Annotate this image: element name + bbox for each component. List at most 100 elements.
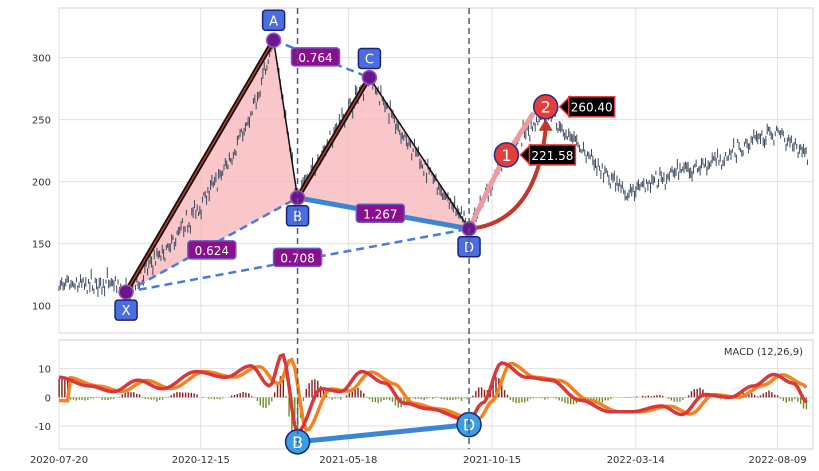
macd-histogram-bar	[478, 387, 480, 398]
target-2-label: 2	[541, 98, 551, 117]
macd-histogram-bar	[570, 397, 572, 405]
macd-histogram-bar	[61, 378, 63, 398]
macd-bd-line	[297, 422, 470, 445]
macd-histogram-bar	[779, 397, 782, 399]
macd-histogram-bar	[532, 397, 535, 399]
macd-histogram-bar	[127, 391, 129, 398]
macd-histogram-bar	[501, 382, 503, 398]
macd-histogram-bar	[411, 397, 414, 399]
macd-histogram-bar	[590, 397, 592, 399]
ab-leg	[272, 40, 299, 198]
macd-histogram-bar	[423, 397, 425, 401]
macd-histogram-bar	[601, 397, 604, 403]
macd-histogram-bar	[748, 392, 750, 398]
macd-histogram-bar	[673, 397, 675, 402]
macd-histogram-bar	[288, 397, 290, 417]
point-C-box	[357, 47, 382, 70]
macd-histogram-bar	[81, 397, 83, 400]
macd-histogram-bar	[219, 397, 221, 400]
macd-histogram-bar	[475, 391, 477, 398]
macd-histogram-bar	[242, 392, 244, 398]
macd-histogram-bar	[239, 393, 241, 398]
ratio-label-box	[187, 240, 237, 260]
macd-histogram-bar	[156, 397, 158, 402]
macd-histogram-bar	[765, 392, 767, 398]
macd-histogram-bar	[158, 397, 161, 400]
macd-histogram-bar	[348, 393, 351, 398]
target-1-callout	[528, 144, 577, 166]
macd-histogram-bar	[432, 397, 434, 399]
macd-histogram-bar	[641, 395, 644, 398]
macd-histogram-bar	[417, 397, 420, 399]
point-A-dot	[265, 32, 282, 49]
macd-histogram-bar	[374, 397, 376, 403]
macd-histogram-bar	[561, 397, 563, 402]
macd-histogram-bar	[429, 397, 431, 398]
y-tick-label-price: 100	[32, 302, 51, 313]
macd-histogram-bar	[541, 397, 543, 399]
macd-histogram-bar	[719, 397, 721, 400]
macd-histogram-bar	[69, 397, 72, 400]
macd-histogram-bar	[136, 393, 138, 398]
macd-histogram-bar	[147, 397, 149, 400]
macd-histogram-bar	[250, 396, 253, 398]
target-2-value: 260.40	[571, 101, 613, 115]
xab-triangle	[126, 40, 298, 293]
macd-histogram-bar	[121, 394, 124, 398]
macd-histogram-bar	[409, 397, 411, 400]
macd-histogram-bar	[245, 392, 247, 398]
macd-histogram-bar	[380, 397, 382, 402]
point-C-label: C	[365, 52, 374, 67]
macd-histogram-bar	[153, 397, 155, 400]
macd-histogram-bar	[434, 397, 437, 399]
macd-histogram-bar	[368, 397, 371, 400]
macd-histogram-bar	[305, 388, 307, 398]
macd-histogram-bar	[693, 389, 695, 398]
price-plot-area	[58, 7, 814, 334]
macd-histogram-bar	[354, 388, 356, 398]
macd-histogram-bar	[587, 397, 589, 399]
macd-histogram-bar	[788, 397, 790, 402]
y-tick-label-price: 300	[32, 54, 51, 65]
macd-histogram-bar	[558, 397, 560, 401]
macd-histogram-bar	[271, 397, 273, 402]
macd-histogram-bar	[397, 397, 399, 408]
macd-histogram-bar	[630, 397, 632, 398]
macd-histogram-bar	[802, 397, 805, 409]
macd-histogram-bar	[377, 397, 379, 404]
macd-histogram-bar	[460, 397, 463, 401]
macd-histogram-bar	[799, 397, 802, 404]
macd-histogram-bar	[785, 397, 787, 403]
macd-histogram-bar	[716, 397, 718, 399]
macd-histogram-bar	[319, 386, 322, 398]
macd-histogram-bar	[167, 396, 170, 398]
macd-histogram-bar	[452, 397, 454, 401]
point-B-box	[285, 205, 310, 227]
macd-plot-area	[58, 339, 814, 450]
macd-histogram-bar	[535, 397, 537, 399]
macd-histogram-bar	[222, 397, 224, 399]
macd-histogram-bar	[141, 397, 144, 399]
macd-histogram-bar	[656, 395, 658, 398]
macd-histogram-bar	[259, 397, 261, 406]
macd-histogram-bar	[518, 397, 520, 404]
macd-histogram-bar	[515, 397, 517, 404]
macd-panel: -10010BDMACD (12,26,9)	[35, 339, 814, 455]
macd-histogram-bar	[334, 397, 336, 399]
macd-histogram-bar	[495, 377, 497, 398]
macd-histogram-bar	[627, 397, 629, 399]
macd-histogram-bar	[653, 395, 655, 398]
macd-histogram-bar	[782, 397, 785, 401]
macd-histogram-bar	[110, 397, 112, 400]
macd-line	[58, 352, 808, 435]
macd-histogram-bar	[331, 397, 333, 400]
macd-histogram-bar	[521, 397, 523, 403]
macd-histogram-bar	[469, 397, 471, 399]
target2-arrowhead	[538, 118, 553, 131]
point-X-dot	[118, 284, 134, 300]
macd-histogram-bar	[72, 397, 75, 400]
macd-histogram-bar	[345, 395, 348, 398]
macd-histogram-bar	[268, 397, 270, 406]
y-tick-label-macd: 10	[38, 365, 51, 376]
macd-histogram-bar	[181, 392, 184, 398]
